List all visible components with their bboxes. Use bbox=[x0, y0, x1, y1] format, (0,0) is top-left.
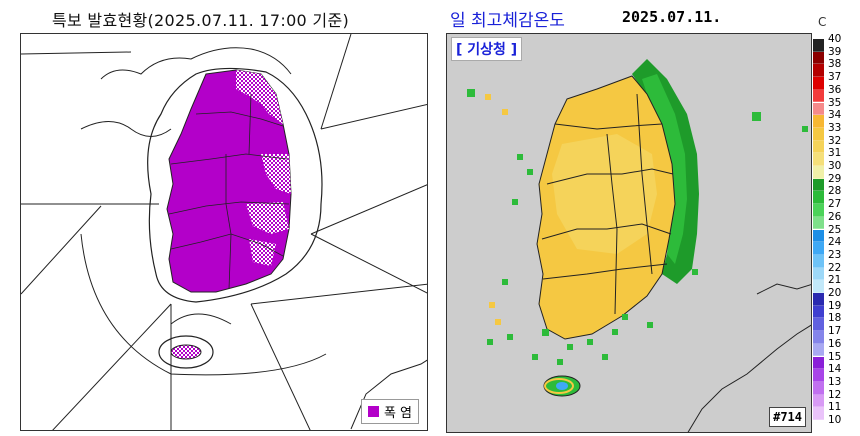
scale-color-cell bbox=[813, 204, 824, 217]
heat-warning-map[interactable]: 폭 염 bbox=[20, 33, 428, 431]
scale-tick-label: 34 bbox=[828, 109, 842, 122]
scale-tick-label: 20 bbox=[828, 287, 842, 299]
scale-tick-label: 18 bbox=[828, 312, 842, 325]
scale-tick-label: 39 bbox=[828, 45, 842, 58]
scale-tick-label: 29 bbox=[828, 172, 842, 185]
scale-tick-label: 11 bbox=[828, 401, 842, 414]
scale-color-cell bbox=[813, 127, 824, 141]
scale-tick-label: 17 bbox=[828, 325, 842, 338]
scale-tick-label: 35 bbox=[828, 96, 842, 109]
warm-island-points bbox=[485, 94, 508, 325]
scale-color-cell bbox=[813, 254, 824, 268]
heat-wave-swatch bbox=[367, 406, 379, 417]
north-coast-outline bbox=[80, 47, 292, 137]
scale-color-cell bbox=[813, 166, 824, 179]
scale-color-cell bbox=[813, 39, 824, 52]
scale-tick-label: 23 bbox=[828, 248, 842, 261]
province-boundaries bbox=[541, 93, 674, 315]
scale-color-cell bbox=[813, 280, 824, 293]
scale-tick-label: 26 bbox=[828, 210, 842, 223]
scale-color-cell bbox=[813, 216, 824, 230]
scale-color-cell bbox=[813, 153, 824, 166]
scale-color-cell bbox=[813, 51, 824, 65]
scale-tick-label: 31 bbox=[828, 147, 842, 160]
scale-tick-label: 38 bbox=[828, 58, 842, 71]
temp-map-canvas bbox=[467, 59, 811, 432]
sea-zone-lines bbox=[21, 34, 427, 430]
warning-status-title: 특보 발효현황(2025.07.11. 17:00 기준) bbox=[52, 11, 350, 30]
scale-tick-label: 33 bbox=[828, 121, 842, 134]
jeju-zone-outline bbox=[158, 335, 214, 369]
scale-tick-label: 24 bbox=[828, 236, 842, 249]
scale-color-cell bbox=[813, 64, 824, 78]
scale-tick-label: 10 bbox=[828, 414, 842, 426]
scale-tick-label: 16 bbox=[828, 337, 842, 350]
scale-color-cell bbox=[813, 229, 824, 243]
scale-color-cell bbox=[813, 89, 824, 103]
scale-unit-label: C bbox=[818, 15, 827, 29]
agency-label: [ 기상청 ] bbox=[451, 37, 523, 61]
scale-color-cell bbox=[813, 356, 824, 370]
scale-color-cell bbox=[813, 331, 824, 344]
scale-tick-label: 40 bbox=[828, 33, 842, 45]
jeju-island bbox=[170, 344, 202, 360]
scale-color-cell bbox=[813, 242, 824, 255]
scale-color-cell bbox=[813, 407, 824, 420]
scale-tick-label: 28 bbox=[828, 185, 842, 198]
heat-warning-map-canvas bbox=[21, 34, 427, 430]
scale-color-cell bbox=[813, 394, 824, 408]
scale-color-cell bbox=[813, 343, 824, 357]
scale-color-cell bbox=[813, 318, 824, 332]
scale-color-cell bbox=[813, 381, 824, 395]
scale-color-cell bbox=[813, 115, 824, 128]
scale-color-cell bbox=[813, 369, 824, 382]
scale-color-cell bbox=[813, 293, 824, 306]
sheet-number: #714 bbox=[769, 407, 806, 427]
max-apparent-temp-title: 일 최고체감온도 bbox=[450, 11, 565, 31]
heat-advisory-area bbox=[236, 70, 283, 124]
scale-color-cell bbox=[813, 102, 824, 116]
scale-color-cell bbox=[813, 140, 824, 154]
scale-tick-label: 14 bbox=[828, 363, 842, 376]
scale-tick-label: 15 bbox=[828, 350, 842, 363]
scale-color-cell bbox=[813, 305, 824, 319]
max-apparent-temp-map[interactable]: [ 기상청 ] #714 bbox=[446, 33, 812, 433]
scale-color-cell bbox=[813, 267, 824, 281]
scale-color-cell bbox=[813, 191, 824, 205]
heat-advisory-area bbox=[246, 202, 289, 234]
scale-tick-label: 32 bbox=[828, 134, 842, 147]
coastal-station-points bbox=[467, 89, 808, 365]
scale-tick-label: 36 bbox=[828, 83, 842, 96]
scale-tick-label: 19 bbox=[828, 299, 842, 312]
scale-tick-label: 22 bbox=[828, 261, 842, 274]
scale-tick-label: 37 bbox=[828, 71, 842, 84]
scale-tick-label: 12 bbox=[828, 388, 842, 401]
heat-wave-label: 폭 염 bbox=[383, 406, 412, 421]
heat-advisory-area bbox=[249, 239, 276, 266]
scale-tick-label: 25 bbox=[828, 223, 842, 236]
province-boundaries bbox=[168, 93, 290, 290]
temperature-color-scale: 40 39 38 37 36 35 34 33 32 31 30 29 28 27 26 25 24 23 22 21… bbox=[813, 33, 860, 433]
legend: 폭 염 bbox=[360, 399, 419, 424]
scale-tick-label: 21 bbox=[828, 274, 842, 287]
scale-color-cell bbox=[813, 77, 824, 90]
scale-tick-label: 27 bbox=[828, 198, 842, 211]
scale-color-cell bbox=[813, 178, 824, 192]
coastal-zone-outline bbox=[147, 67, 323, 303]
japan-coast bbox=[687, 283, 811, 432]
max-apparent-temp-date: 2025.07.11. bbox=[622, 8, 722, 26]
scale-tick-label: 13 bbox=[828, 375, 842, 388]
heat-advisory-area bbox=[261, 154, 291, 194]
scale-tick-label: 30 bbox=[828, 160, 842, 172]
